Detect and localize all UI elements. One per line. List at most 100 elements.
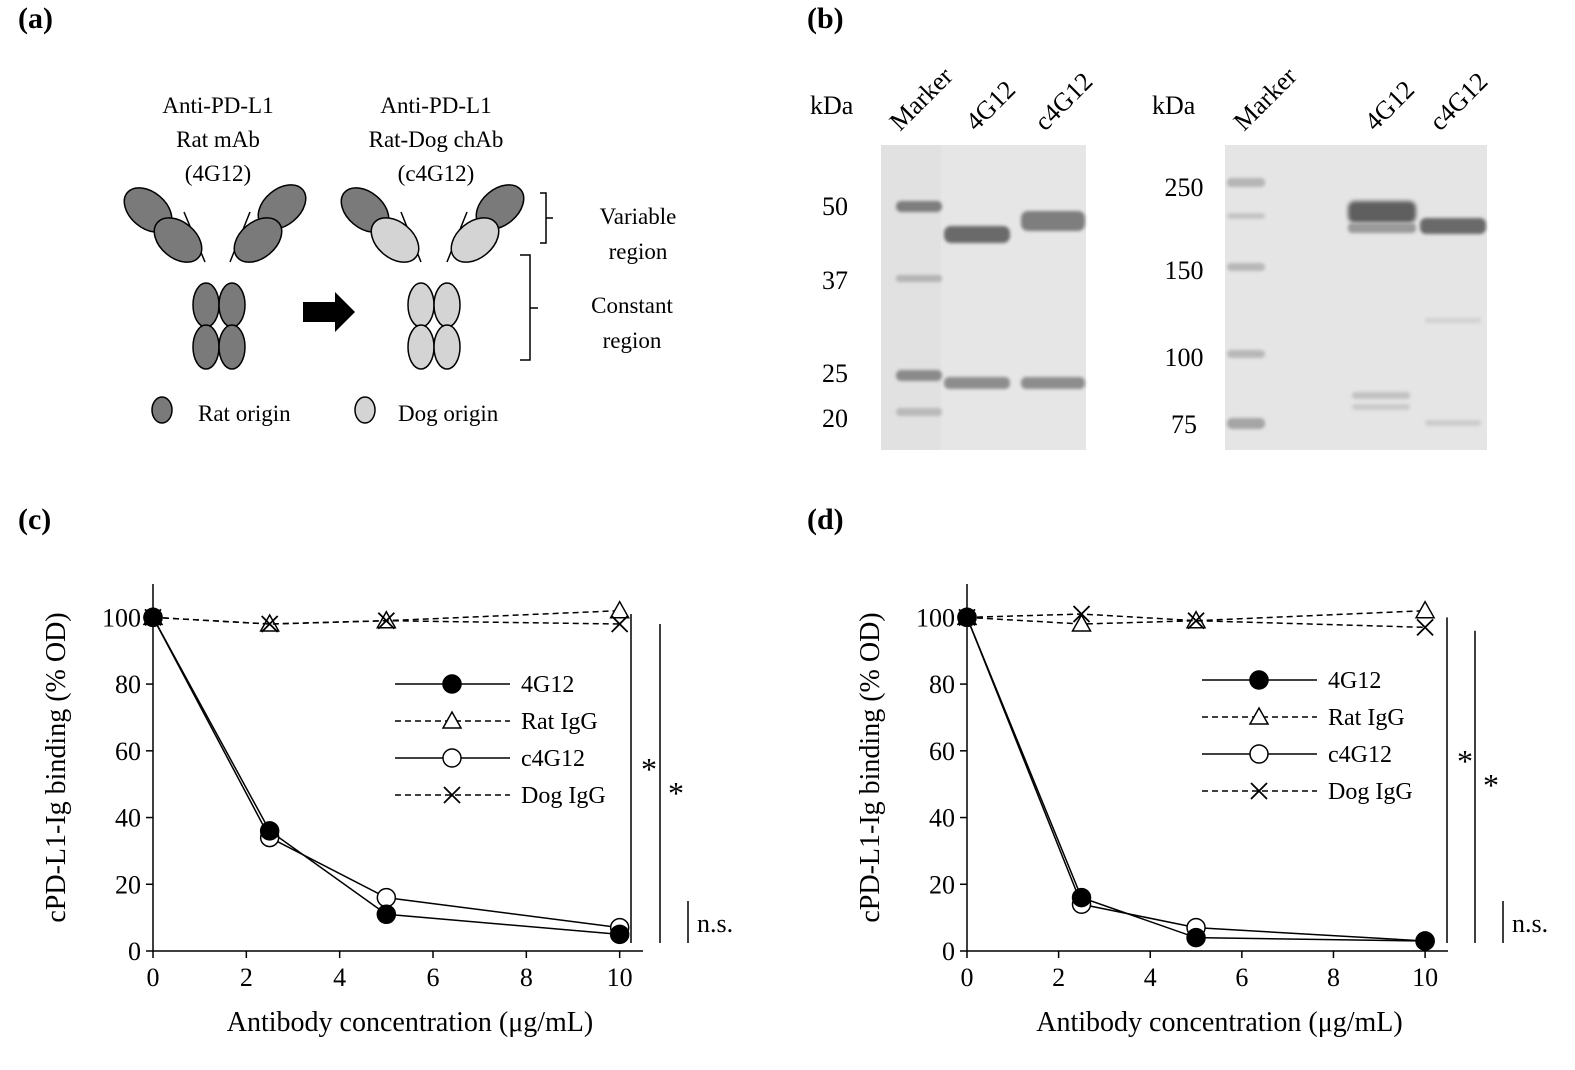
rat-title-line-1: Anti-PD-L1 xyxy=(162,93,273,118)
chart-d-x-axis-label: Antibody concentration (μg/mL) xyxy=(1036,1007,1402,1038)
chart-c-y-axis-label: cPD-L1-Ig binding (% OD) xyxy=(41,612,72,922)
chart-d-series-dog-igg-point xyxy=(1187,612,1205,630)
right-gel-lane-4g12: 4G12 xyxy=(1359,75,1420,136)
chart-c-series-4g12-point xyxy=(376,904,397,925)
rat-origin-swatch xyxy=(151,396,173,424)
panel-c-label: (c) xyxy=(18,503,52,536)
chart-c-x-tick-label: 4 xyxy=(333,963,346,992)
rat-antibody xyxy=(123,184,307,370)
left-gel-image xyxy=(881,145,1086,450)
chart-d-legend-4g12: 4G12 xyxy=(1202,668,1381,694)
left-marker-25: 25 xyxy=(822,359,848,388)
right-marker-75: 75 xyxy=(1171,410,1197,439)
right-gel-image xyxy=(1225,145,1487,450)
chart-d-series-4g12-point xyxy=(1415,931,1435,951)
chart-d-series-rat-igg-point xyxy=(1071,613,1092,632)
chart-c-series-dog-igg-point xyxy=(611,615,629,633)
chart-d-significance-star: * xyxy=(1483,767,1499,803)
chart-c-legend-rat-igg: Rat IgG xyxy=(395,709,598,735)
chart-c-x-tick-label: 2 xyxy=(240,963,253,992)
chart-c-series-dog-igg-line xyxy=(152,616,620,625)
chart-c-y-tick-label: 100 xyxy=(102,603,141,632)
chimeric-title-line-1: Anti-PD-L1 xyxy=(380,93,491,118)
variable-region-line-1: Variable xyxy=(600,204,677,229)
chart-c-series-4g12 xyxy=(143,607,630,945)
chart-c-legend-rat-igg-label: Rat IgG xyxy=(521,709,598,735)
chart-c-x-axis-label: Antibody concentration (μg/mL) xyxy=(227,1007,593,1038)
chart-d-series-dog-igg-point xyxy=(1416,618,1434,637)
chart-c-y-tick-label: 80 xyxy=(115,670,141,699)
binding-chart-d: 0 20 40 60 80 100 0 2 4 6 8 10 Antibody concentratio… xyxy=(855,584,1548,1038)
chart-c-x-tick-label: 10 xyxy=(607,963,633,992)
region-brackets xyxy=(520,192,553,361)
left-gel-unit: kDa xyxy=(810,91,854,120)
chart-c-x-tick-label: 6 xyxy=(427,963,440,992)
chart-d-legend-dog-igg-label: Dog IgG xyxy=(1328,779,1413,805)
chart-c-series-4g12-line xyxy=(152,617,620,936)
chart-d-significance-star: * xyxy=(1457,743,1473,779)
chart-c-series-c4g12-line xyxy=(152,617,620,929)
chart-d-legend-rat-igg-marker xyxy=(1248,706,1270,725)
right-marker-100: 100 xyxy=(1165,343,1204,372)
chart-d-legend-rat-igg-label: Rat IgG xyxy=(1328,705,1405,731)
antibody-diagram: Anti-PD-L1 Rat mAb (4G12) Anti-PD-L1 Rat… xyxy=(123,93,677,426)
chart-d-series-c4g12-line xyxy=(966,617,1426,942)
left-marker-50: 50 xyxy=(822,192,848,221)
left-gel-lane-4g12: 4G12 xyxy=(960,75,1021,136)
chart-d-legend-dog-igg: Dog IgG xyxy=(1202,779,1413,805)
chart-d-legend-c4g12-label: c4G12 xyxy=(1328,742,1392,768)
chart-c-ns-label: n.s. xyxy=(697,909,733,938)
chart-d-x-tick-label: 8 xyxy=(1327,963,1340,992)
chart-d-ns-label: n.s. xyxy=(1512,909,1548,938)
chart-d-y-tick-label: 100 xyxy=(916,603,955,632)
chart-d-x-tick-label: 0 xyxy=(961,963,974,992)
chart-d-x-tick-label: 10 xyxy=(1412,963,1438,992)
right-gel-lane-marker: Marker xyxy=(1228,61,1303,136)
constant-region-line-2: region xyxy=(603,328,662,353)
chart-d-y-tick-label: 0 xyxy=(942,937,955,966)
variable-region-line-2: region xyxy=(609,239,668,264)
chart-d-series-rat-igg xyxy=(956,600,1436,632)
chart-d-series-4g12 xyxy=(957,607,1435,951)
chart-d-series-rat-igg-point xyxy=(1414,600,1436,619)
right-marker-250: 250 xyxy=(1165,173,1204,202)
chart-c-series-dog-igg-point xyxy=(261,615,279,633)
right-marker-150: 150 xyxy=(1165,256,1204,285)
left-marker-20: 20 xyxy=(822,404,848,433)
chart-c-legend-4g12-label: 4G12 xyxy=(521,672,574,698)
chart-c-x-tick-label: 0 xyxy=(147,963,160,992)
rat-title-line-3: (4G12) xyxy=(185,161,251,186)
panel-a-label: (a) xyxy=(18,2,53,35)
chart-c-significance-star: * xyxy=(668,775,684,811)
chart-c-series-c4g12 xyxy=(143,607,630,938)
chart-d-legend-dog-igg-marker xyxy=(1250,782,1268,800)
chart-c-series-4g12-point xyxy=(609,924,630,945)
chart-c-y-tick-label: 40 xyxy=(115,804,141,833)
binding-chart-c: 0 20 40 60 80 100 0 2 4 6 8 10 Antibody concentratio… xyxy=(41,584,733,1038)
panel-d-label: (d) xyxy=(807,503,844,536)
chart-d-legend-4g12-marker xyxy=(1249,670,1269,690)
dog-origin-swatch xyxy=(354,396,376,424)
panel-b-label: (b) xyxy=(807,2,844,35)
chart-c-series-c4g12-point xyxy=(376,887,397,908)
chart-d-y-tick-label: 40 xyxy=(929,804,955,833)
chart-d-y-axis-label: cPD-L1-Ig binding (% OD) xyxy=(855,612,886,922)
chimeric-antibody xyxy=(340,184,525,370)
chart-c-legend-4g12-marker xyxy=(442,674,462,694)
chart-d-series-4g12-point xyxy=(1071,887,1092,908)
chart-d-legend-c4g12-marker xyxy=(1249,744,1269,764)
chart-c-legend-dog-igg-marker xyxy=(443,786,461,804)
chart-d-series-dog-igg-point xyxy=(1072,605,1091,623)
chart-c-legend-dog-igg-label: Dog IgG xyxy=(521,783,606,809)
left-marker-37: 37 xyxy=(822,266,848,295)
chart-c-series-4g12-point xyxy=(143,607,163,628)
right-gel-lane-c4g12: c4G12 xyxy=(1424,67,1494,137)
chart-c-legend-dog-igg: Dog IgG xyxy=(395,783,606,809)
rat-origin-label: Rat origin xyxy=(198,401,291,426)
chart-c-legend-rat-igg-marker xyxy=(441,710,463,729)
chart-c-y-tick-label: 60 xyxy=(115,737,141,766)
chart-d-x-tick-label: 2 xyxy=(1052,963,1065,992)
chart-c-series-rat-igg-point xyxy=(609,600,630,619)
chart-c-y-tick-label: 20 xyxy=(115,870,141,899)
chart-d-legend-c4g12: c4G12 xyxy=(1202,742,1392,768)
